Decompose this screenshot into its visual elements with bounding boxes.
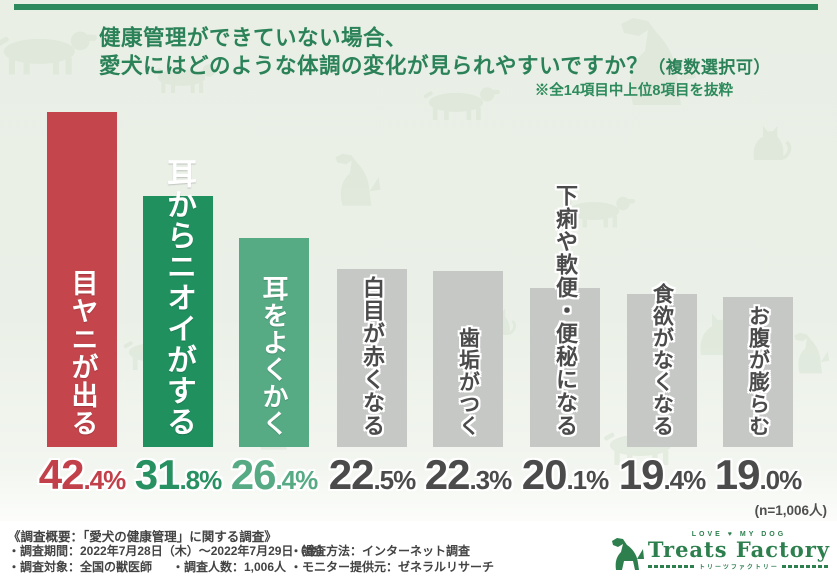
bar-value: 42.4% (38, 451, 127, 498)
bar-group-5: 歯垢がつく 22.3% (425, 271, 512, 498)
bar (627, 294, 697, 447)
survey-count: ・調査人数：1,006人 (172, 560, 287, 574)
survey-period: ・調査期間：2022年7月28日（木）～2022年7月29日（金） (8, 544, 330, 558)
logo-text: LOVE ♥ MY DOG Treats Factory トリーツファクトリー (647, 530, 831, 571)
bar-label: 下痢や軟便・便秘になる (553, 184, 578, 437)
bar (47, 112, 117, 447)
bar-value: 22.3% (424, 451, 513, 498)
chart-title: 健康管理ができていない場合、 愛犬にはどのような体調の変化が見られやすいですか？… (99, 24, 771, 82)
bar (143, 196, 213, 447)
bar-group-8: お腹が膨らむ 19.0% (715, 297, 802, 498)
sample-size: (n=1,006人) (754, 503, 827, 518)
chart-note: ※全14項目中上位8項目を抜粋 (534, 83, 733, 99)
dog-logo-icon (611, 538, 644, 570)
survey-overview: 《調査概要：「愛犬の健康管理」に関する調査》 (8, 530, 277, 544)
bar-label: 食欲がなくなる (650, 283, 674, 437)
bar (239, 238, 309, 447)
bar-label: 歯垢がつく (456, 327, 480, 437)
bar-value: 26.4% (230, 451, 319, 498)
bar-group-3: 耳をよくかく 26.4% (231, 238, 318, 498)
top-accent-rule (14, 4, 818, 10)
survey-monitor: ・モニター提供元：ゼネラルリサーチ (290, 560, 495, 574)
bar-label: お腹が膨らむ (746, 305, 770, 437)
logo-katakana-row: トリーツファクトリー (647, 562, 831, 571)
bar-value: 19.0% (714, 451, 803, 498)
chart-title-line1: 健康管理ができていない場合、 (99, 26, 408, 50)
survey-target: ・調査対象：全国の獣医師 (8, 560, 153, 574)
bar (530, 288, 600, 447)
logo-rule-left (647, 565, 697, 568)
chart-title-suffix: （複数選択可） (648, 58, 771, 77)
chart-title-line2: 愛犬にはどのような体調の変化が見られやすいですか？（複数選択可） (99, 54, 771, 78)
bar-value: 19.4% (618, 451, 707, 498)
bar-group-2: 耳からニオイがする 31.8% (135, 158, 223, 498)
bar (723, 297, 793, 447)
survey-method: ・調査方法：インターネット調査 (290, 544, 471, 558)
bar-value: 22.5% (328, 451, 417, 498)
bar-label: 耳からニオイがする (162, 158, 195, 437)
bar-label: 目ヤニが出る (67, 269, 98, 437)
bar (433, 271, 503, 447)
bar-group-4: 白目が赤くなる 22.5% (329, 269, 416, 498)
bar (337, 269, 407, 447)
chart-panel: 健康管理ができていない場合、 愛犬にはどのような体調の変化が見られやすいですか？… (0, 0, 837, 521)
bar-group-1: 目ヤニが出る 42.4% (39, 112, 126, 498)
bar-label: 耳をよくかく (259, 275, 289, 437)
logo-rule-right (781, 565, 831, 568)
bar-group-7: 食欲がなくなる 19.4% (619, 283, 707, 498)
bar-label: 白目が赤くなる (360, 276, 385, 437)
logo-name: Treats Factory (647, 536, 830, 562)
bar-group-6: 下痢や軟便・便秘になる 20.1% (522, 184, 610, 498)
bar-value: 20.1% (521, 451, 610, 498)
logo-katakana: トリーツファクトリー (699, 565, 779, 571)
logo-tagline: LOVE ♥ MY DOG (691, 530, 787, 538)
bar-value: 31.8% (134, 451, 223, 498)
treats-factory-logo: LOVE ♥ MY DOG Treats Factory トリーツファクトリー (611, 530, 831, 571)
survey-footer: 《調査概要：「愛犬の健康管理」に関する調査》 ・調査期間：2022年7月28日（… (0, 521, 837, 576)
